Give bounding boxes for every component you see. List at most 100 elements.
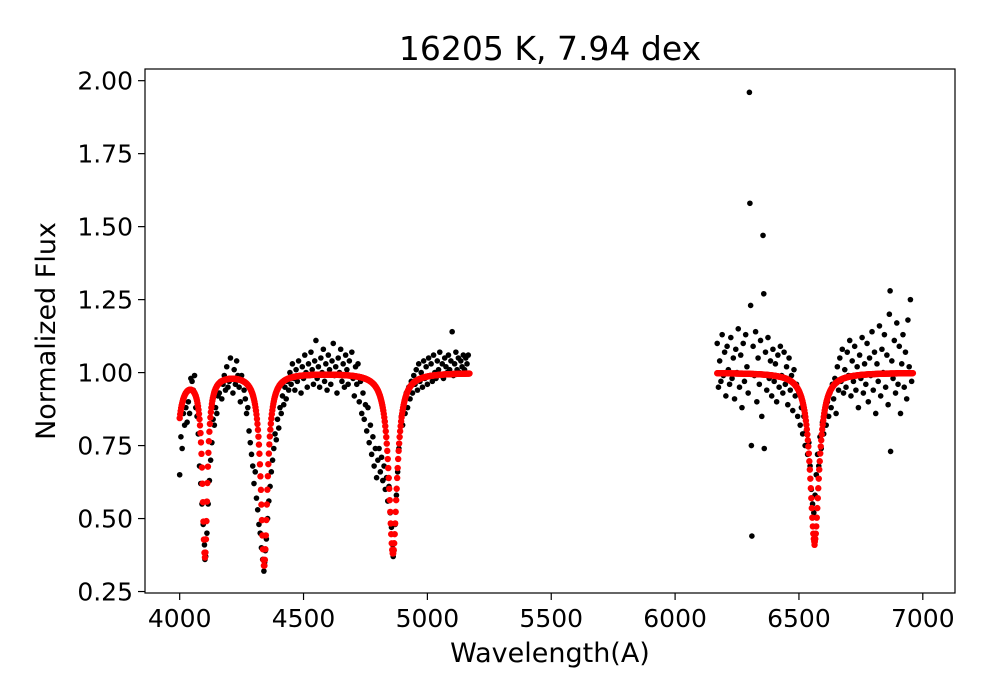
- observed-point: [451, 361, 458, 367]
- model-point: [804, 437, 812, 444]
- observed-point: [436, 349, 443, 355]
- observed-point: [233, 358, 240, 364]
- observed-point: [207, 457, 214, 463]
- model-point: [204, 479, 211, 487]
- observed-point: [737, 352, 744, 358]
- observed-point: [890, 375, 896, 382]
- observed-point: [377, 469, 384, 475]
- model-point: [390, 546, 397, 554]
- observed-point: [896, 343, 903, 350]
- model-point: [384, 447, 391, 455]
- observed-point: [313, 337, 319, 344]
- observed-point: [718, 378, 724, 385]
- observed-point: [714, 340, 721, 347]
- observed-point: [834, 363, 841, 370]
- observed-point: [828, 404, 834, 411]
- model-point: [207, 414, 214, 421]
- model-point: [817, 450, 824, 457]
- observed-point: [340, 361, 346, 367]
- model-point: [813, 523, 820, 530]
- model-point: [805, 450, 813, 457]
- observed-point: [186, 410, 193, 417]
- observed-point: [866, 355, 873, 361]
- model-point: [391, 520, 399, 527]
- observed-point: [844, 349, 851, 355]
- model-point: [817, 443, 824, 450]
- observed-point: [776, 384, 782, 390]
- observed-point: [756, 381, 763, 388]
- observed-point: [332, 363, 339, 370]
- observed-point: [744, 363, 750, 370]
- observed-point: [308, 349, 314, 355]
- observed-point: [179, 445, 185, 452]
- model-point: [265, 460, 272, 468]
- observed-point: [261, 568, 267, 574]
- observed-point: [423, 363, 429, 370]
- observed-point: [371, 463, 377, 469]
- observed-point: [216, 390, 223, 396]
- observed-point: [272, 431, 278, 437]
- observed-point: [864, 340, 870, 347]
- observed-point: [363, 428, 370, 434]
- observed-point: [846, 337, 853, 344]
- observed-point: [884, 352, 890, 358]
- observed-point: [241, 387, 247, 393]
- observed-point: [287, 369, 293, 376]
- observed-point: [747, 302, 754, 309]
- observed-point: [833, 410, 839, 417]
- observed-point: [747, 200, 753, 207]
- x-tick-label: 6500: [767, 604, 831, 633]
- observed-point: [892, 390, 899, 396]
- observed-point: [318, 355, 324, 361]
- observed-point: [253, 495, 260, 501]
- observed-point: [758, 413, 765, 420]
- observed-point: [458, 358, 464, 364]
- y-tick-label: 1.25: [77, 286, 133, 315]
- observed-point: [413, 366, 420, 373]
- observed-point: [898, 361, 905, 367]
- observed-point: [740, 340, 747, 347]
- x-tick-label: 4500: [272, 604, 336, 633]
- model-point: [257, 486, 265, 494]
- model-point: [206, 420, 214, 428]
- observed-point: [719, 331, 725, 338]
- model-point: [392, 496, 400, 504]
- observed-point: [453, 349, 459, 355]
- observed-point: [311, 358, 318, 364]
- observed-point: [908, 378, 915, 385]
- observed-point: [765, 334, 771, 341]
- y-tick-label: 1.50: [77, 213, 133, 242]
- observed-point: [794, 413, 801, 420]
- observed-point: [434, 358, 441, 364]
- model-point: [266, 433, 274, 440]
- observed-point: [278, 410, 285, 417]
- model-point: [202, 536, 210, 543]
- observed-point: [907, 296, 914, 303]
- model-point: [255, 433, 262, 440]
- observed-point: [337, 346, 344, 353]
- observed-point: [335, 355, 342, 361]
- observed-point: [355, 361, 361, 367]
- model-point: [383, 440, 390, 447]
- observed-point: [218, 396, 225, 402]
- observed-point: [811, 509, 817, 516]
- observed-point: [237, 398, 244, 405]
- observed-point: [430, 352, 437, 358]
- model-point: [386, 485, 393, 492]
- observed-point: [304, 384, 311, 390]
- observed-point: [292, 387, 298, 393]
- model-point: [263, 516, 270, 524]
- model-point: [383, 433, 390, 441]
- observed-point: [841, 366, 848, 373]
- observed-point: [189, 378, 195, 385]
- observed-point: [850, 378, 857, 385]
- observed-point: [837, 355, 843, 361]
- observed-point: [252, 469, 259, 475]
- data-points: [176, 89, 915, 574]
- observed-point: [723, 393, 729, 399]
- observed-point: [791, 366, 797, 373]
- observed-point: [906, 363, 912, 370]
- observed-point: [872, 410, 879, 417]
- model-point: [809, 514, 816, 521]
- observed-point: [861, 361, 868, 367]
